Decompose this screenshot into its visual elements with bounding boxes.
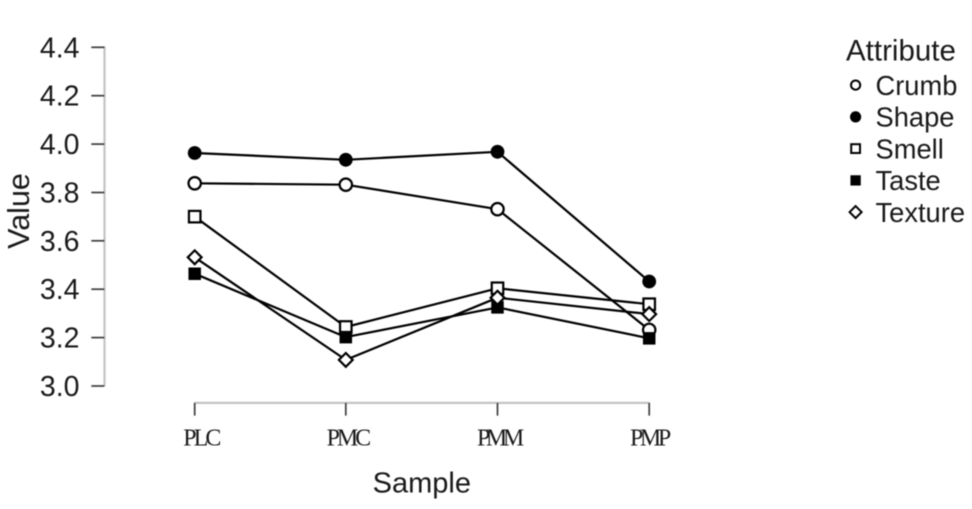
svg-text:Attribute: Attribute [846, 35, 956, 68]
svg-text:Texture: Texture [876, 197, 966, 228]
svg-text:4.0: 4.0 [40, 129, 80, 161]
svg-text:4.4: 4.4 [40, 32, 80, 64]
svg-text:Value: Value [2, 173, 36, 249]
svg-text:3.6: 3.6 [40, 226, 80, 258]
svg-text:3.2: 3.2 [40, 323, 80, 355]
svg-text:3.0: 3.0 [40, 371, 80, 403]
svg-text:3.4: 3.4 [40, 274, 80, 306]
svg-text:Shape: Shape [876, 102, 955, 133]
svg-text:PMC: PMC [327, 425, 372, 451]
svg-text:Sample: Sample [373, 467, 471, 499]
svg-text:PMM: PMM [477, 425, 524, 451]
svg-text:Taste: Taste [876, 165, 941, 196]
svg-text:Crumb: Crumb [876, 70, 958, 101]
svg-text:Smell: Smell [876, 133, 944, 164]
svg-text:3.8: 3.8 [40, 178, 80, 210]
svg-text:PLC: PLC [183, 425, 221, 451]
svg-text:4.2: 4.2 [40, 81, 80, 113]
svg-text:PMP: PMP [630, 425, 671, 451]
